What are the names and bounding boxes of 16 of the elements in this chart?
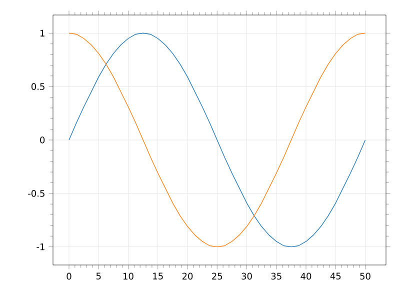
y-tick-label: -0.5 xyxy=(28,190,44,197)
x-tick-label: 0 xyxy=(66,272,72,280)
x-tick-label: 5 xyxy=(96,272,101,280)
y-tick-label: -1 xyxy=(36,244,44,250)
x-tick-label: 50 xyxy=(360,272,370,280)
x-tick-label: 45 xyxy=(330,272,341,280)
y-tick-label: 1 xyxy=(40,30,44,36)
y-tick-label: 0.5 xyxy=(31,83,44,90)
x-tick-label: 15 xyxy=(153,272,163,280)
x-tick-label: 30 xyxy=(242,272,252,280)
x-tick-label: 40 xyxy=(300,272,312,280)
x-tick-label: 20 xyxy=(182,272,193,280)
x-tick-label: 35 xyxy=(271,272,282,280)
y-tick-label: 0 xyxy=(40,136,45,144)
x-tick-label: 10 xyxy=(124,272,134,280)
x-tick-label: 25 xyxy=(212,272,222,280)
